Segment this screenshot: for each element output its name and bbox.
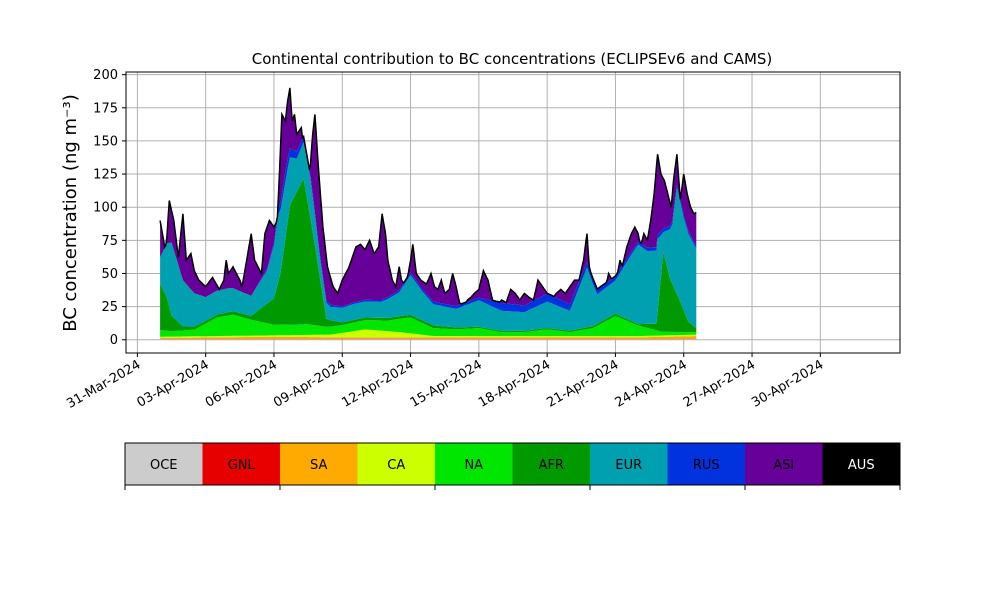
- x-tick-label: 30-Apr-2024: [749, 357, 826, 410]
- area-asi: [160, 88, 697, 307]
- colorbar-swatch-sa: [280, 443, 358, 485]
- colorbar-label: GNL: [228, 458, 256, 473]
- area-eur: [160, 142, 697, 331]
- colorbar-swatch-rus: [667, 443, 745, 485]
- colorbar-swatch-ca: [357, 443, 435, 485]
- chart-title: Continental contribution to BC concentra…: [252, 50, 773, 68]
- colorbar-swatch-afr: [512, 443, 590, 485]
- y-tick-label: 150: [93, 134, 118, 149]
- colorbar-label: SA: [310, 458, 327, 473]
- stacked-areas: [160, 87, 697, 340]
- y-tick-label: 125: [93, 168, 118, 183]
- area-afr: [160, 178, 697, 333]
- y-tick-label: 0: [110, 333, 118, 348]
- colorbar-label: AFR: [539, 458, 564, 473]
- x-axis: 31-Mar-202403-Apr-202406-Apr-202409-Apr-…: [64, 353, 826, 412]
- area-na: [160, 314, 697, 337]
- colorbar-label: AUS: [848, 458, 875, 473]
- colorbar-label: ASI: [773, 458, 794, 473]
- area-sa: [160, 336, 697, 339]
- total-line: [159, 87, 697, 305]
- x-tick-label: 03-Apr-2024: [135, 357, 212, 410]
- colorbar-swatch-oce: [125, 443, 203, 485]
- y-axis: 0 25 50 75 100 125 150 175 200: [93, 68, 126, 348]
- x-tick-label: 06-Apr-2024: [203, 357, 280, 410]
- colorbar-label: OCE: [150, 458, 178, 473]
- x-tick-label: 18-Apr-2024: [476, 357, 553, 410]
- plot-frame: [125, 71, 901, 354]
- x-tick-label: 31-Mar-2024: [64, 357, 143, 411]
- area-oce: [160, 339, 697, 340]
- y-axis-label: BC concentration (ng m⁻³): [60, 94, 81, 332]
- y-tick-label: 175: [93, 101, 118, 116]
- colorbar-label: RUS: [693, 458, 720, 473]
- colorbar-frame: [124, 442, 901, 486]
- x-tick-label: 24-Apr-2024: [613, 357, 690, 410]
- y-tick-label: 50: [101, 267, 118, 282]
- colorbar-label: EUR: [615, 458, 642, 473]
- colorbar-swatch-gnl: [202, 443, 280, 485]
- x-tick-label: 27-Apr-2024: [681, 357, 758, 410]
- x-tick-label: 09-Apr-2024: [271, 357, 348, 410]
- colorbar-swatch-aus: [822, 443, 900, 485]
- x-tick-label: 15-Apr-2024: [408, 357, 485, 410]
- colorbar-swatch-asi: [745, 443, 823, 485]
- x-tick-label: 12-Apr-2024: [339, 357, 416, 410]
- y-tick-label: 100: [93, 201, 118, 216]
- area-ca: [160, 329, 697, 338]
- x-tick-label: 21-Apr-2024: [544, 357, 621, 410]
- legend-colorbar: OCE GNL SA CA NA AFR EUR RUS ASI AUS: [124, 442, 901, 490]
- y-tick-label: 25: [101, 300, 118, 315]
- colorbar-label: NA: [464, 458, 483, 473]
- y-tick-label: 200: [93, 68, 118, 83]
- y-tick-label: 75: [101, 234, 118, 249]
- colorbar-swatch-eur: [590, 443, 668, 485]
- colorbar-label: CA: [387, 458, 405, 473]
- colorbar-swatch-na: [435, 443, 513, 485]
